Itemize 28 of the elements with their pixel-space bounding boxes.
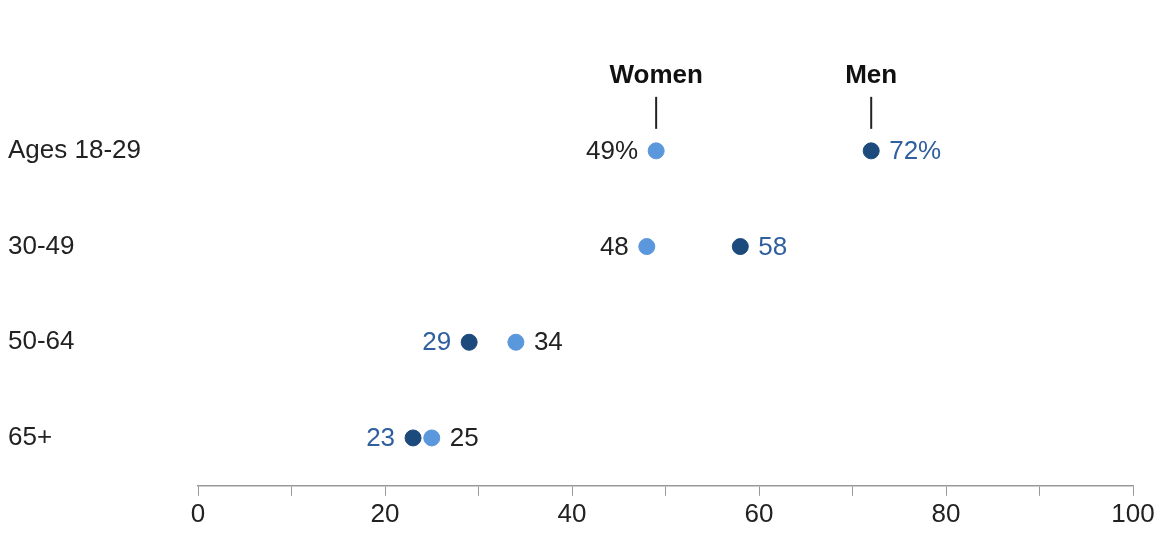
point [731,238,749,256]
data-label: 48 [599,230,629,261]
text: Women [609,59,703,90]
point [404,429,422,447]
y-tick-label: 65+ [8,421,53,452]
y-tick-label: 50-64 [8,325,75,356]
point [638,238,656,256]
x-tick-label: 60 [744,497,774,528]
data-label: 29 [422,326,452,357]
data-label: 58 [758,230,788,261]
x-tick-label: 80 [931,497,961,528]
y-tick-label: 30-49 [8,229,75,260]
x-tick-label: 100 [1111,497,1155,528]
data-label: 23 [366,422,396,453]
data-label: 49% [586,135,639,166]
data-label: 72% [889,135,942,166]
point [507,333,525,351]
point [423,429,441,447]
x-tick-label: 0 [190,497,206,528]
data-label: 34 [533,326,563,357]
point [460,333,478,351]
x-tick-label: 20 [370,497,400,528]
data-label: 25 [449,422,479,453]
point [862,142,880,160]
y-tick-label: Ages 18-29 [8,134,141,165]
x-tick-label: 40 [557,497,587,528]
text: Men [845,59,898,90]
point [647,142,665,160]
